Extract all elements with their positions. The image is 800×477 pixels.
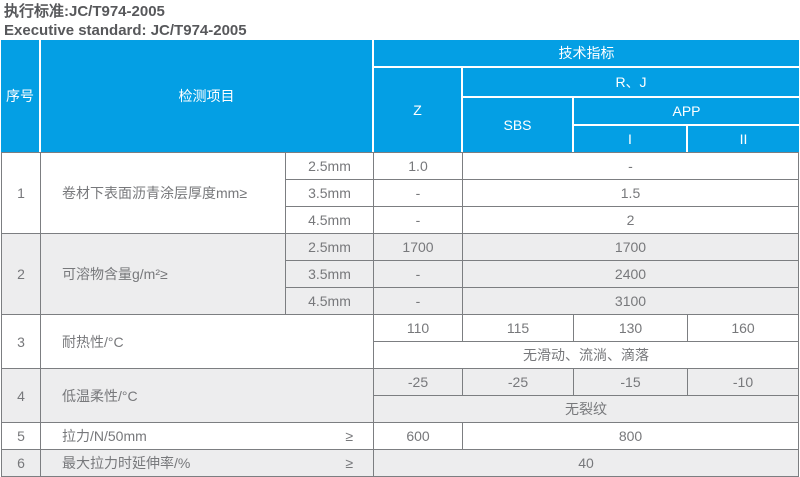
test-item-label: 卷材下表面沥青涂层厚度mm≥ [41, 153, 285, 233]
thickness-cell: 3.5mm [286, 180, 373, 206]
value-cell: 115 [463, 315, 573, 341]
value-rj-merged: 2400 [463, 261, 798, 287]
header-type-sbs: SBS [463, 98, 572, 152]
test-item-text: 最大拉力时延伸率/% [62, 455, 191, 471]
value-z: 1700 [374, 234, 462, 260]
test-item-label: 可溶物含量g/m²≥ [41, 234, 285, 314]
header-type-app: APP [574, 98, 799, 124]
value-z: - [374, 288, 462, 314]
row-number: 6 [2, 450, 40, 476]
test-item-text: 拉力/N/50mm [62, 428, 147, 444]
value-rj-merged: 1700 [463, 234, 798, 260]
row-number: 4 [2, 369, 40, 422]
row-number: 2 [2, 234, 40, 314]
value-cell: -25 [374, 369, 462, 395]
value-rj-merged: 800 [463, 423, 798, 449]
value-rj-merged: - [463, 153, 798, 179]
value-z: 600 [374, 423, 462, 449]
gte-symbol: ≥ [345, 428, 353, 444]
value-cell: 160 [688, 315, 798, 341]
standard-title-en: Executive standard: JC/T974-2005 [4, 22, 247, 39]
thickness-cell: 2.5mm [286, 234, 373, 260]
value-rj-merged: 3100 [463, 288, 798, 314]
value-all-merged: 40 [374, 450, 798, 476]
row-number: 5 [2, 423, 40, 449]
header-type-rj: R、J [463, 68, 799, 96]
value-cell: -15 [574, 369, 687, 395]
value-cell: 110 [374, 315, 462, 341]
value-z: - [374, 261, 462, 287]
thickness-cell: 4.5mm [286, 207, 373, 233]
value-cell: -25 [463, 369, 573, 395]
test-item-label: 耐热性/°C [41, 315, 373, 368]
header-seq: 序号 [1, 40, 39, 152]
row-number: 3 [2, 315, 40, 368]
header-app-i: I [574, 126, 686, 152]
row-number: 1 [2, 153, 40, 233]
value-z: - [374, 207, 462, 233]
note-merged-cell: 无裂纹 [374, 396, 798, 422]
test-item-label: 低温柔性/°C [41, 369, 373, 422]
header-type-z: Z [374, 68, 461, 152]
test-item-label: 拉力/N/50mm ≥ [41, 423, 373, 449]
spec-table: 序号 检测项目 技术指标 Z R、J SBS APP I II 1 卷材下表面沥… [1, 40, 799, 477]
note-merged-cell: 无滑动、流淌、滴落 [374, 342, 798, 368]
test-item-label: 最大拉力时延伸率/% ≥ [41, 450, 373, 476]
value-z: 1.0 [374, 153, 462, 179]
table-header: 序号 检测项目 技术指标 Z R、J SBS APP I II [1, 40, 799, 152]
value-rj-merged: 1.5 [463, 180, 798, 206]
gte-symbol: ≥ [345, 455, 353, 471]
value-z: - [374, 180, 462, 206]
value-cell: 130 [574, 315, 687, 341]
standard-title-zh: 执行标准:JC/T974-2005 [4, 3, 165, 20]
header-tech-spec: 技术指标 [374, 40, 799, 66]
value-cell: -10 [688, 369, 798, 395]
thickness-cell: 4.5mm [286, 288, 373, 314]
header-test-item: 检测项目 [41, 40, 372, 152]
value-rj-merged: 2 [463, 207, 798, 233]
table-body: 1 卷材下表面沥青涂层厚度mm≥ 2.5mm 1.0 - 3.5mm - 1.5… [1, 152, 799, 477]
thickness-cell: 3.5mm [286, 261, 373, 287]
thickness-cell: 2.5mm [286, 153, 373, 179]
header-app-ii: II [688, 126, 799, 152]
page-title: 执行标准:JC/T974-2005 Executive standard: JC… [0, 0, 800, 40]
